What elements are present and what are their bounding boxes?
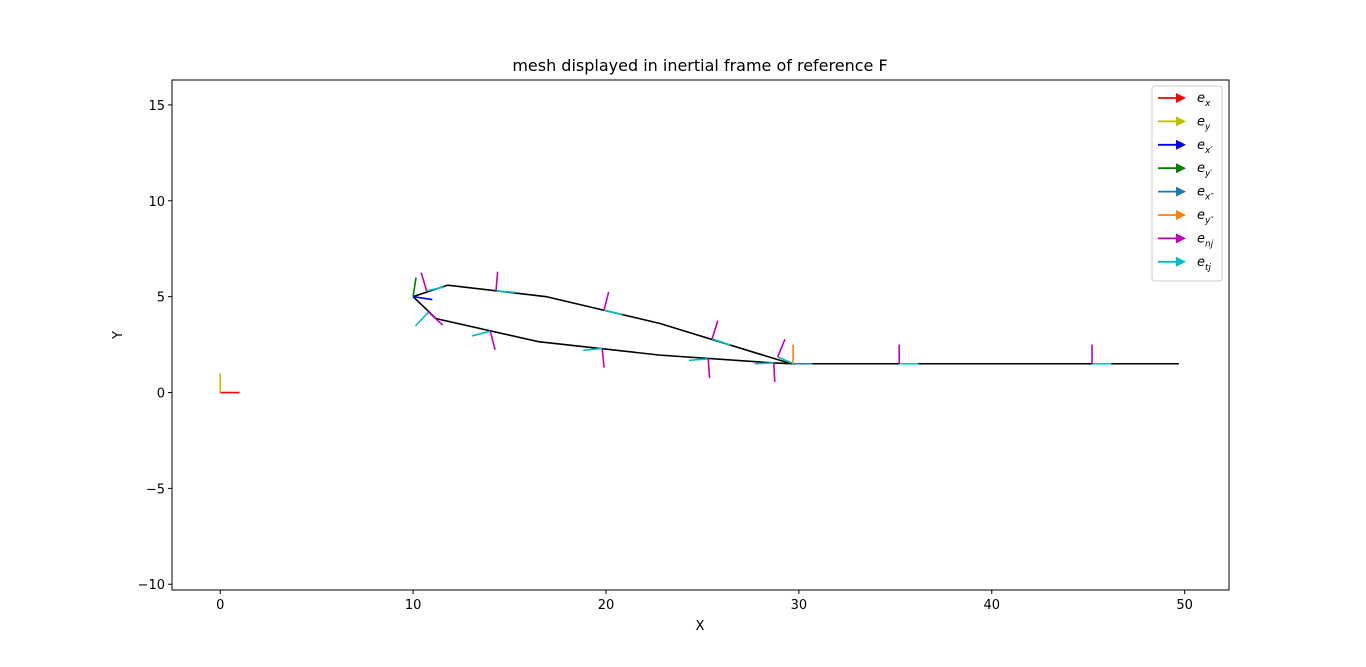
normal-vector-8 <box>707 358 711 379</box>
tangent-vector-3 <box>711 338 731 346</box>
y-tick-label: −5 <box>146 482 165 497</box>
x-tick-label: 20 <box>598 598 615 613</box>
legend-entry-1: ey <box>1197 114 1211 132</box>
normal-vector-0 <box>420 272 428 292</box>
tangent-vector-11 <box>414 311 430 327</box>
y-tick-label: 15 <box>148 99 165 114</box>
normal-vector-11 <box>427 311 444 326</box>
x-tick-label: 30 <box>791 598 808 613</box>
tangent-vector-1 <box>495 290 516 294</box>
legend-arrowhead-7 <box>1176 256 1186 267</box>
normal-vector-9 <box>601 348 605 368</box>
tangent-vector-8 <box>688 358 709 362</box>
x-tick-label: 0 <box>216 598 224 613</box>
x-axis-label: X <box>696 619 705 634</box>
legend-entry-4: ex″ <box>1197 185 1214 203</box>
legend-entry-6: enj <box>1197 231 1214 249</box>
legend-arrowhead-6 <box>1176 233 1186 244</box>
y-axis-label: Y <box>111 331 126 340</box>
x-tick-label: 10 <box>405 598 422 613</box>
y-tick-label: 5 <box>157 291 165 306</box>
normal-vector-4 <box>776 338 786 358</box>
tangent-vector-9 <box>583 347 603 352</box>
tangent-vector-10 <box>471 330 491 337</box>
legend-entry-0: ex <box>1197 91 1211 109</box>
normal-vector-7 <box>772 362 776 383</box>
y-tick-label: −10 <box>138 578 165 593</box>
frame-F-prime-e2-vector <box>412 277 417 297</box>
frame-F-prime-e1-vector <box>412 295 433 301</box>
legend-arrowhead-0 <box>1176 93 1186 103</box>
plot-frame <box>171 79 1230 591</box>
tangent-vector-2 <box>603 309 623 316</box>
mesh-outline <box>412 284 1179 365</box>
legend-arrowhead-4 <box>1176 186 1186 197</box>
tangent-vector-7 <box>754 362 774 365</box>
normal-vector-1 <box>495 271 499 291</box>
legend-entry-7: etj <box>1197 255 1212 273</box>
legend-arrowhead-5 <box>1176 210 1186 220</box>
legend-arrowhead-2 <box>1176 139 1186 150</box>
legend-entry-2: ex′ <box>1197 138 1212 156</box>
tangent-vector-0 <box>426 286 445 292</box>
y-tick-label: 0 <box>157 387 165 402</box>
x-tick-label: 50 <box>1176 598 1193 613</box>
normal-vector-3 <box>711 320 719 340</box>
legend-arrowhead-1 <box>1176 116 1186 127</box>
chart-title: mesh displayed in inertial frame of refe… <box>512 56 887 75</box>
legend-box <box>1151 85 1223 282</box>
y-tick-label: 10 <box>148 195 165 210</box>
legend-entry-5: ey″ <box>1197 208 1214 226</box>
legend-arrowhead-3 <box>1176 163 1186 174</box>
legend-entry-3: ey′ <box>1197 161 1212 179</box>
legend: ex ey ex′ ey′ ex″ ey″ enj etj <box>1151 85 1223 282</box>
x-tick-label: 40 <box>983 598 1000 613</box>
normal-vector-2 <box>603 291 610 311</box>
normal-vector-10 <box>489 330 496 350</box>
